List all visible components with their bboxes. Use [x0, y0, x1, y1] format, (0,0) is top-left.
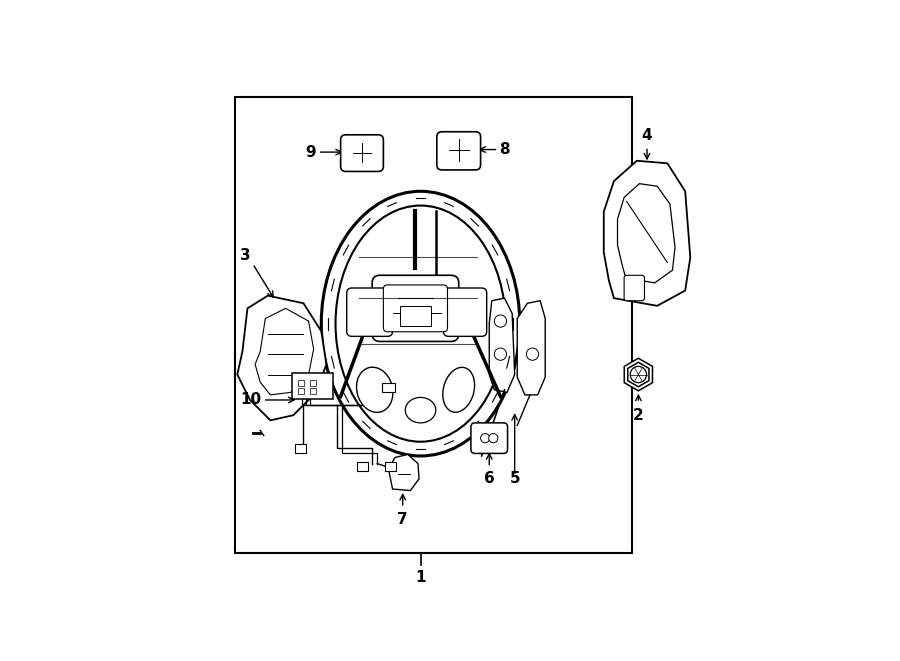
Circle shape	[489, 434, 498, 443]
FancyBboxPatch shape	[444, 288, 487, 336]
Polygon shape	[255, 308, 313, 395]
Ellipse shape	[405, 397, 436, 423]
FancyBboxPatch shape	[436, 132, 481, 170]
Bar	[382, 383, 395, 393]
Circle shape	[481, 434, 490, 443]
FancyBboxPatch shape	[292, 373, 333, 399]
Text: 6: 6	[484, 471, 495, 486]
FancyBboxPatch shape	[471, 423, 508, 453]
Text: 5: 5	[509, 471, 520, 486]
Text: 1: 1	[415, 570, 426, 586]
FancyBboxPatch shape	[624, 275, 644, 301]
Polygon shape	[518, 301, 545, 395]
Bar	[299, 388, 304, 394]
FancyBboxPatch shape	[383, 285, 447, 332]
Circle shape	[526, 348, 538, 360]
Ellipse shape	[443, 368, 474, 412]
Ellipse shape	[321, 191, 520, 456]
Text: 8: 8	[500, 142, 510, 157]
Bar	[385, 462, 396, 471]
FancyBboxPatch shape	[346, 288, 392, 336]
Bar	[235, 97, 632, 553]
Bar	[299, 380, 304, 386]
Ellipse shape	[336, 206, 506, 442]
Text: 9: 9	[306, 145, 316, 159]
Circle shape	[494, 315, 507, 327]
Bar	[310, 380, 316, 386]
Polygon shape	[604, 161, 690, 306]
Circle shape	[494, 348, 507, 360]
Circle shape	[630, 366, 646, 383]
Polygon shape	[238, 295, 327, 420]
Bar	[310, 388, 316, 394]
Ellipse shape	[356, 368, 393, 412]
Text: 4: 4	[642, 128, 652, 143]
FancyBboxPatch shape	[340, 135, 383, 171]
Text: 2: 2	[633, 408, 643, 422]
Bar	[357, 462, 368, 471]
Polygon shape	[628, 362, 649, 387]
Polygon shape	[625, 358, 652, 391]
Polygon shape	[617, 184, 675, 283]
Bar	[295, 444, 306, 453]
Text: 7: 7	[398, 512, 408, 527]
Polygon shape	[490, 298, 515, 393]
Text: 3: 3	[239, 248, 250, 262]
Text: 10: 10	[240, 393, 262, 407]
Polygon shape	[389, 454, 419, 490]
FancyBboxPatch shape	[373, 275, 459, 342]
Bar	[400, 306, 431, 326]
